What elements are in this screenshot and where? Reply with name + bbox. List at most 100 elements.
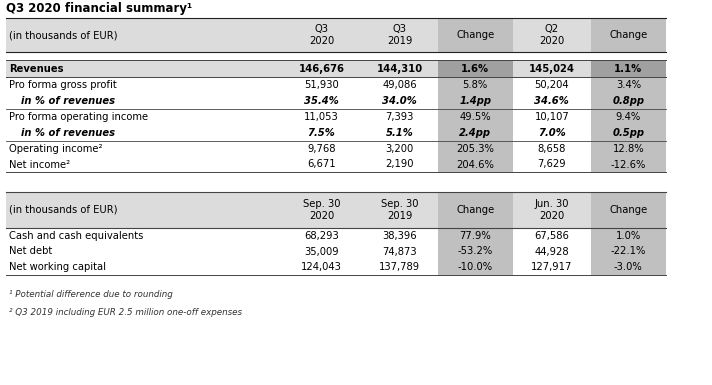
Text: 7,393: 7,393 bbox=[386, 112, 414, 122]
Text: 68,293: 68,293 bbox=[304, 231, 339, 241]
Text: -53.2%: -53.2% bbox=[458, 246, 493, 256]
Text: 50,204: 50,204 bbox=[535, 80, 569, 90]
Text: 34.0%: 34.0% bbox=[382, 96, 417, 106]
Text: 3,200: 3,200 bbox=[386, 144, 414, 154]
Text: 35.4%: 35.4% bbox=[304, 96, 339, 106]
Bar bbox=[6, 192, 666, 228]
Bar bbox=[438, 77, 513, 93]
Text: Sep. 30
2019: Sep. 30 2019 bbox=[381, 199, 419, 221]
Text: 35,009: 35,009 bbox=[304, 246, 339, 256]
Bar bbox=[438, 259, 513, 275]
Text: 7.5%: 7.5% bbox=[308, 128, 335, 138]
Text: 9,768: 9,768 bbox=[307, 144, 336, 154]
Text: 67,586: 67,586 bbox=[535, 231, 569, 241]
Text: 144,310: 144,310 bbox=[377, 64, 423, 74]
Text: 2,190: 2,190 bbox=[385, 159, 414, 169]
Text: 77.9%: 77.9% bbox=[459, 231, 491, 241]
Text: Jun. 30
2020: Jun. 30 2020 bbox=[535, 199, 569, 221]
Text: 137,789: 137,789 bbox=[379, 262, 420, 272]
Bar bbox=[438, 228, 513, 244]
Text: Net debt: Net debt bbox=[9, 246, 53, 256]
Text: 12.8%: 12.8% bbox=[612, 144, 644, 154]
Text: 74,873: 74,873 bbox=[382, 246, 417, 256]
Text: in % of revenues: in % of revenues bbox=[21, 96, 115, 106]
Bar bbox=[591, 77, 666, 93]
Text: ¹ Potential difference due to rounding: ¹ Potential difference due to rounding bbox=[9, 290, 173, 299]
Text: Net working capital: Net working capital bbox=[9, 262, 106, 272]
Text: 124,043: 124,043 bbox=[301, 262, 342, 272]
Bar bbox=[591, 125, 666, 141]
Bar bbox=[591, 228, 666, 244]
Text: 1.0%: 1.0% bbox=[616, 231, 641, 241]
Text: 3.4%: 3.4% bbox=[616, 80, 641, 90]
Text: -12.6%: -12.6% bbox=[611, 159, 646, 169]
Text: Cash and cash equivalents: Cash and cash equivalents bbox=[9, 231, 144, 241]
Text: 0.8pp: 0.8pp bbox=[612, 96, 644, 106]
Text: 49.5%: 49.5% bbox=[459, 112, 491, 122]
Text: Pro forma gross profit: Pro forma gross profit bbox=[9, 80, 117, 90]
Text: 127,917: 127,917 bbox=[531, 262, 572, 272]
Text: 9.4%: 9.4% bbox=[616, 112, 641, 122]
Text: 1.4pp: 1.4pp bbox=[459, 96, 491, 106]
Bar bbox=[6, 18, 666, 52]
Text: 1.6%: 1.6% bbox=[461, 64, 489, 74]
Text: 2.4pp: 2.4pp bbox=[459, 128, 491, 138]
Text: 44,928: 44,928 bbox=[535, 246, 569, 256]
Text: -22.1%: -22.1% bbox=[611, 246, 646, 256]
Text: 51,930: 51,930 bbox=[304, 80, 339, 90]
Text: 34.6%: 34.6% bbox=[535, 96, 569, 106]
Bar bbox=[591, 157, 666, 172]
Text: 7,629: 7,629 bbox=[538, 159, 566, 169]
Bar bbox=[438, 192, 513, 228]
Text: Change: Change bbox=[456, 30, 494, 40]
Text: 6,671: 6,671 bbox=[307, 159, 336, 169]
Bar bbox=[591, 18, 666, 52]
Text: 0.5pp: 0.5pp bbox=[612, 128, 644, 138]
Text: Net income²: Net income² bbox=[9, 159, 70, 169]
Bar bbox=[591, 60, 666, 77]
Bar bbox=[591, 192, 666, 228]
Text: 1.1%: 1.1% bbox=[614, 64, 642, 74]
Text: Q3
2020: Q3 2020 bbox=[309, 24, 334, 46]
Bar bbox=[438, 141, 513, 157]
Text: (in thousands of EUR): (in thousands of EUR) bbox=[9, 30, 117, 40]
Bar bbox=[438, 125, 513, 141]
Bar bbox=[438, 244, 513, 259]
Bar bbox=[6, 60, 666, 77]
Text: 205.3%: 205.3% bbox=[456, 144, 494, 154]
Text: Change: Change bbox=[609, 205, 647, 215]
Text: 7.0%: 7.0% bbox=[538, 128, 565, 138]
Text: ² Q3 2019 including EUR 2.5 million one-off expenses: ² Q3 2019 including EUR 2.5 million one-… bbox=[9, 308, 242, 317]
Text: 146,676: 146,676 bbox=[298, 64, 345, 74]
Bar bbox=[438, 60, 513, 77]
Bar bbox=[591, 109, 666, 125]
Text: 5.1%: 5.1% bbox=[386, 128, 414, 138]
Text: in % of revenues: in % of revenues bbox=[21, 128, 115, 138]
Bar bbox=[438, 18, 513, 52]
Bar bbox=[438, 93, 513, 109]
Text: (in thousands of EUR): (in thousands of EUR) bbox=[9, 205, 117, 215]
Text: -3.0%: -3.0% bbox=[614, 262, 643, 272]
Text: -10.0%: -10.0% bbox=[458, 262, 493, 272]
Text: Revenues: Revenues bbox=[9, 64, 64, 74]
Text: Q3
2019: Q3 2019 bbox=[387, 24, 412, 46]
Bar bbox=[591, 141, 666, 157]
Text: 8,658: 8,658 bbox=[538, 144, 566, 154]
Text: 145,024: 145,024 bbox=[529, 64, 575, 74]
Text: 204.6%: 204.6% bbox=[456, 159, 494, 169]
Text: Change: Change bbox=[609, 30, 647, 40]
Bar bbox=[591, 93, 666, 109]
Bar bbox=[438, 157, 513, 172]
Text: Sep. 30
2020: Sep. 30 2020 bbox=[303, 199, 340, 221]
Text: Q2
2020: Q2 2020 bbox=[539, 24, 565, 46]
Bar bbox=[591, 259, 666, 275]
Text: 11,053: 11,053 bbox=[304, 112, 339, 122]
Text: Operating income²: Operating income² bbox=[9, 144, 103, 154]
Text: 5.8%: 5.8% bbox=[463, 80, 488, 90]
Bar bbox=[591, 244, 666, 259]
Text: Q3 2020 financial summary¹: Q3 2020 financial summary¹ bbox=[6, 2, 192, 15]
Text: Change: Change bbox=[456, 205, 494, 215]
Text: Pro forma operating income: Pro forma operating income bbox=[9, 112, 148, 122]
Text: 49,086: 49,086 bbox=[382, 80, 417, 90]
Bar bbox=[438, 109, 513, 125]
